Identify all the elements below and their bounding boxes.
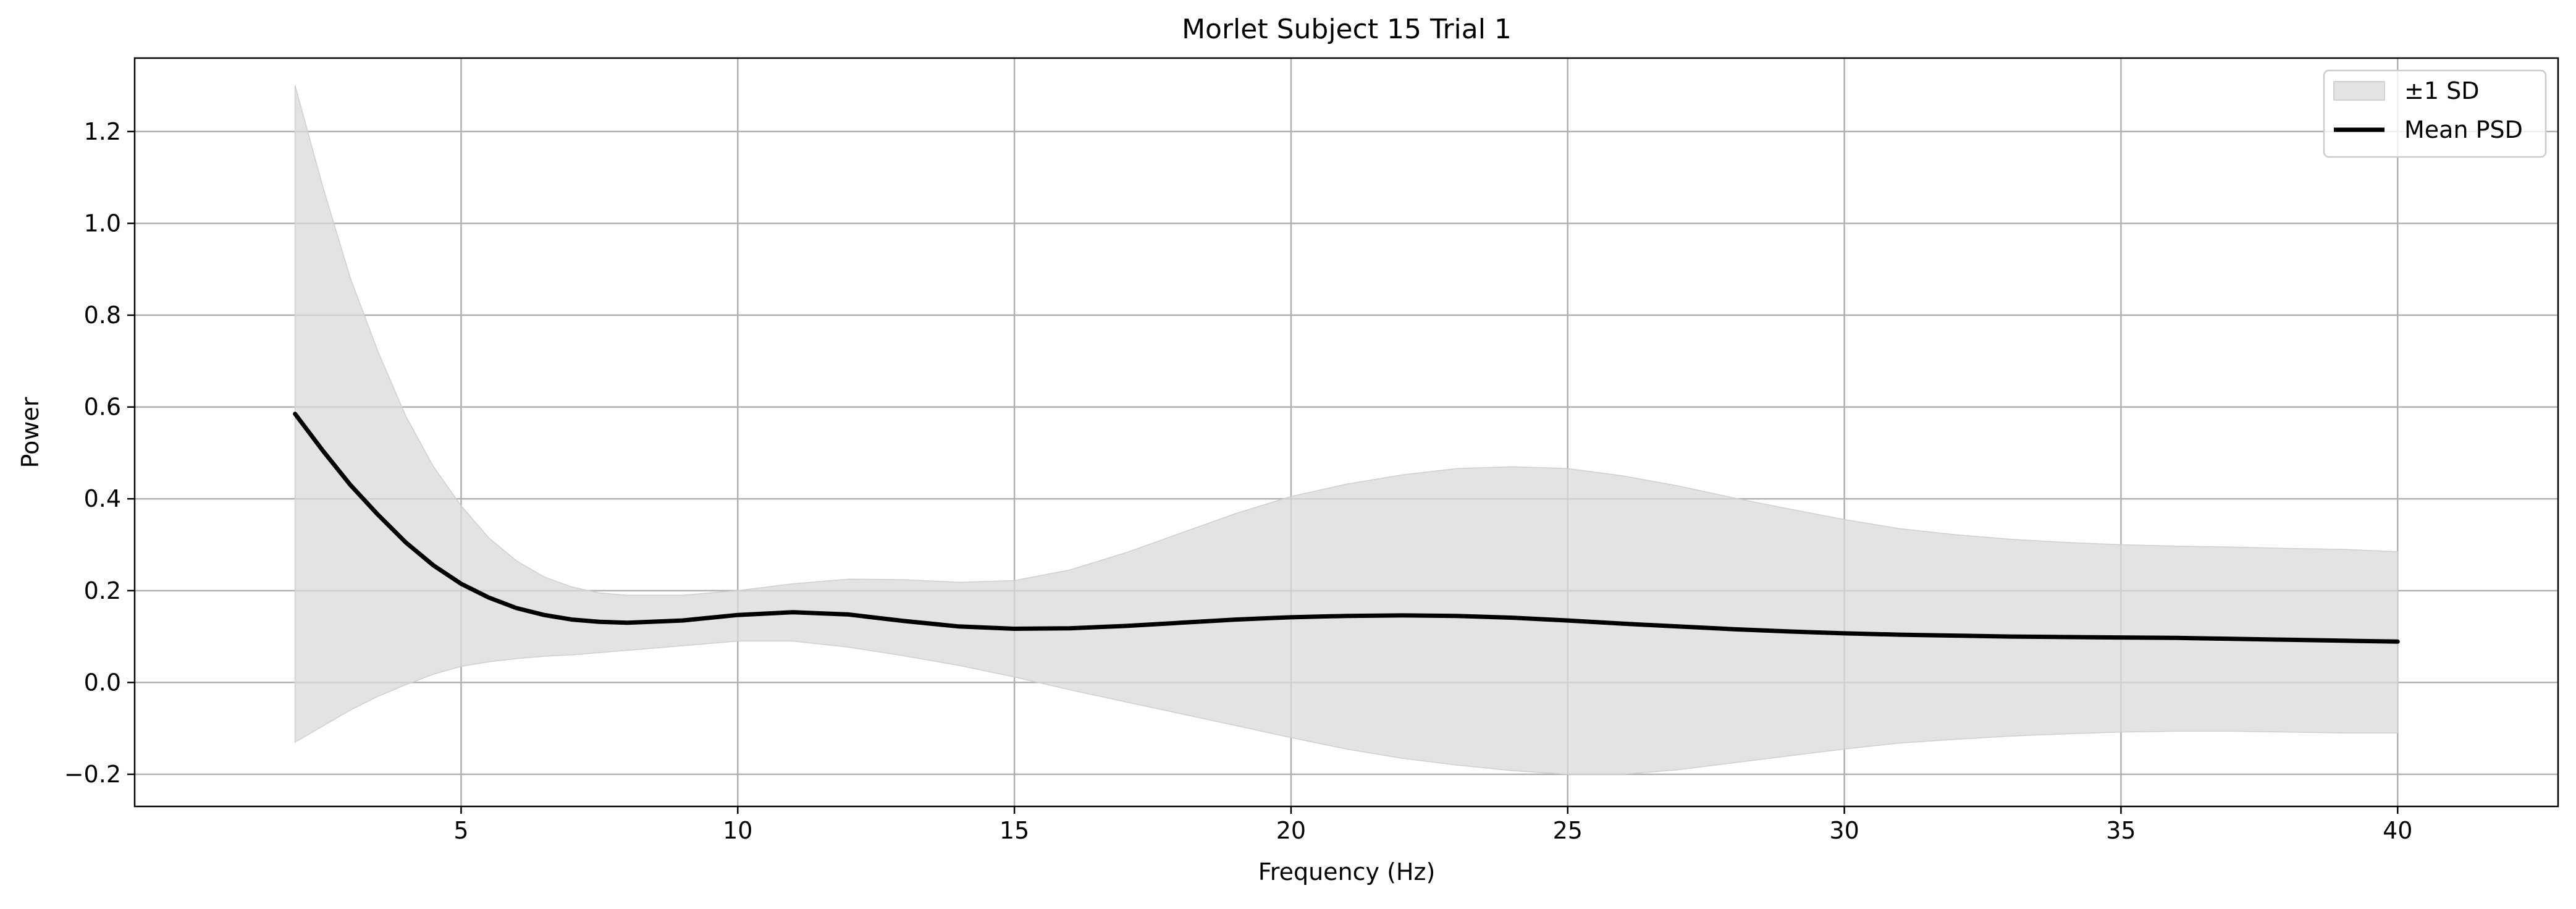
x-tick-label: 10 — [723, 817, 752, 844]
y-tick-label: 0.8 — [84, 302, 121, 329]
legend: ±1 SD Mean PSD — [2323, 69, 2547, 158]
y-tick-label: 0.6 — [84, 394, 121, 421]
x-tick-label: 35 — [2106, 817, 2136, 844]
legend-band-swatch — [2333, 81, 2385, 101]
y-tick-label: 1.0 — [84, 209, 121, 237]
x-axis-label: Frequency (Hz) — [1258, 858, 1436, 886]
y-tick-label: 0.0 — [84, 669, 121, 696]
line-layer — [293, 412, 2400, 644]
legend-label-line: Mean PSD — [2404, 116, 2523, 143]
y-tick-label: 0.2 — [84, 577, 121, 604]
sd-band — [294, 85, 2399, 775]
x-tick-label: 25 — [1553, 817, 1583, 844]
y-tick-label: 1.2 — [84, 118, 121, 145]
plot-frame — [133, 57, 2559, 808]
y-axis-label: Power — [17, 397, 44, 468]
y-tick-label: 0.4 — [84, 485, 121, 512]
legend-label-band: ±1 SD — [2404, 77, 2479, 104]
x-tick-label: 20 — [1276, 817, 1306, 844]
x-tick-label: 5 — [453, 817, 468, 844]
x-tick-label: 30 — [1829, 817, 1859, 844]
y-tick-label: −0.2 — [64, 761, 121, 788]
chart-title: Morlet Subject 15 Trial 1 — [1182, 14, 1512, 45]
band-layer — [294, 85, 2399, 775]
x-tick-label: 40 — [2383, 817, 2412, 844]
x-tick-label: 15 — [1000, 817, 1029, 844]
mean-psd-line — [293, 412, 2400, 644]
y-axis: −0.2 0.0 0.2 0.4 0.6 0.8 1.0 1.2 — [64, 118, 135, 788]
x-axis: 5 10 15 20 25 30 35 40 — [453, 806, 2412, 844]
